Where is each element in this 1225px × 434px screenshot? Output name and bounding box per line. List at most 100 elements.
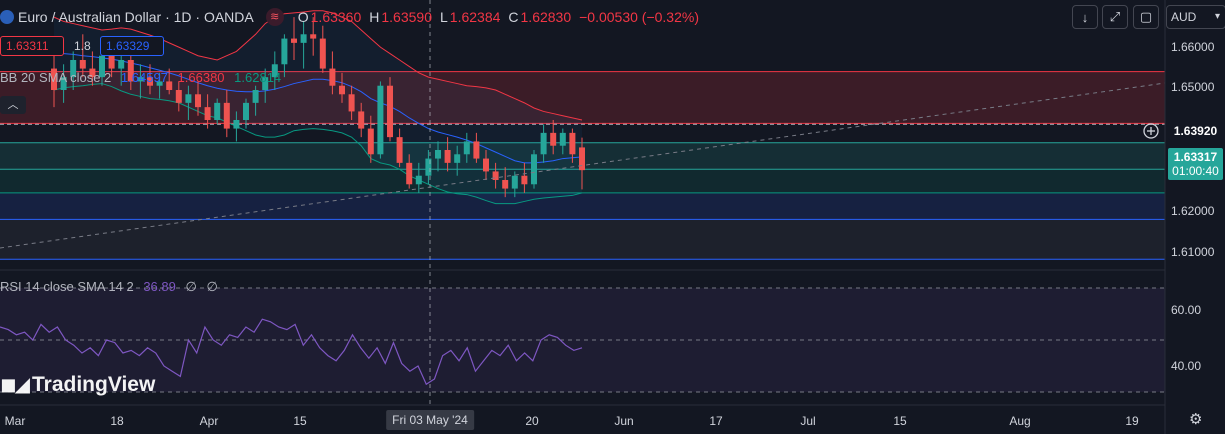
grey-zone	[0, 219, 1165, 260]
current-price-value: 1.63317	[1173, 150, 1218, 164]
change-value: −0.00530 (−0.32%)	[579, 9, 699, 25]
candle-body	[473, 141, 480, 159]
candle	[579, 137, 585, 190]
candle	[175, 81, 182, 112]
candle-body	[156, 81, 163, 86]
candle-body	[540, 132, 547, 155]
settings-gear-icon[interactable]: ⚙	[1189, 411, 1203, 428]
candle-body	[319, 38, 326, 69]
currency-label: AUD	[1171, 10, 1197, 24]
candle	[387, 77, 393, 142]
candle-body	[550, 132, 557, 146]
legend-header: Euro / Australian Dollar · 1D · OANDA ≋ …	[0, 6, 699, 28]
symbol-title[interactable]: Euro / Australian Dollar · 1D · OANDA	[18, 9, 254, 25]
rsi-label: RSI 14 close SMA 14 2	[0, 279, 134, 294]
bb-lower-value: 1.62814	[234, 70, 282, 85]
candle-body	[521, 175, 528, 185]
blue-zone	[0, 192, 1165, 220]
low-value: 1.62384	[449, 9, 501, 25]
candle	[147, 64, 153, 95]
rsi-extra-2: ∅	[206, 279, 218, 294]
candle	[118, 51, 125, 86]
candle	[127, 51, 134, 90]
chevron-down-icon: ▾	[1214, 11, 1220, 22]
close-value: 1.62830	[520, 9, 572, 25]
candle	[137, 64, 144, 99]
sell-button[interactable]: 1.63311	[0, 36, 64, 56]
rsi-legend[interactable]: RSI 14 close SMA 14 2 36.89 ∅ ∅	[0, 279, 218, 295]
candle	[79, 34, 86, 78]
candle	[156, 72, 163, 99]
candle	[367, 115, 374, 163]
time-tick: 15	[293, 414, 307, 428]
candle	[329, 51, 336, 95]
candle-body	[531, 154, 537, 185]
close-label: C	[508, 9, 519, 25]
bb-legend[interactable]: BB 20 SMA close 2 1.64597 1.66380 1.6281…	[0, 70, 281, 85]
candle-body	[99, 55, 105, 78]
candle-body	[454, 154, 461, 163]
candle-body	[569, 132, 576, 155]
bb-upper-line	[53, 10, 583, 121]
time-tick: 20	[525, 414, 539, 428]
current-price-label[interactable]: 1.63317 01:00:40	[1168, 148, 1223, 180]
price-tick: 1.62000	[1171, 204, 1215, 218]
candle-body	[511, 175, 518, 189]
candle-body	[252, 90, 259, 103]
high-label: H	[369, 9, 380, 25]
candle	[60, 64, 67, 103]
window-icon[interactable]: ▢	[1133, 5, 1159, 29]
candle	[185, 85, 192, 120]
candle	[233, 111, 240, 142]
rsi-pane	[0, 287, 1165, 393]
candle-body	[492, 171, 499, 180]
candle	[291, 17, 297, 60]
candle	[531, 150, 537, 189]
candle	[396, 128, 403, 168]
candle-body	[166, 81, 173, 90]
marked-price-label[interactable]: 1.63920	[1168, 122, 1223, 140]
bb-lower-line	[53, 83, 583, 205]
candle	[214, 98, 221, 125]
candle	[406, 154, 413, 189]
tv-logo-text: TradingView	[31, 372, 156, 396]
low-label: L	[439, 9, 448, 25]
candle-body	[367, 128, 374, 155]
candle	[569, 128, 576, 163]
collapse-legend-button[interactable]: ︿	[0, 96, 26, 114]
candle	[377, 81, 384, 159]
candle-body	[233, 120, 240, 129]
buy-button[interactable]: 1.63329	[100, 36, 164, 56]
candle	[550, 120, 557, 155]
candle	[262, 68, 269, 103]
candle	[243, 98, 249, 129]
candle	[348, 85, 355, 120]
open-value: 1.63360	[310, 9, 362, 25]
candle-body	[348, 94, 355, 112]
expand-icon[interactable]: ⤢	[1102, 5, 1128, 29]
currency-select[interactable]: AUD ▾	[1166, 5, 1225, 29]
candle	[319, 25, 326, 73]
candle	[300, 21, 307, 69]
rsi-value: 36.89	[143, 279, 176, 294]
price-tick: 1.66000	[1171, 40, 1215, 54]
candle	[70, 51, 77, 90]
candle	[444, 137, 451, 172]
time-tick: Jul	[800, 414, 816, 428]
candle-body	[406, 162, 413, 185]
rsi-extra-1: ∅	[185, 279, 197, 294]
arrow-down-icon[interactable]: ↓	[1072, 5, 1098, 29]
candle	[511, 171, 518, 198]
candle-body	[89, 68, 96, 78]
market-status-icon[interactable]: ≋	[265, 8, 284, 26]
candle-body	[185, 94, 192, 103]
candle	[252, 85, 259, 116]
candle	[281, 34, 288, 78]
candle	[435, 141, 441, 172]
candle-body	[223, 102, 230, 129]
candle	[473, 132, 480, 163]
plus-circle-icon[interactable]	[1143, 123, 1159, 139]
rsi-tick: 40.00	[1171, 359, 1202, 373]
tradingview-logo[interactable]: ◼◢ TradingView	[0, 372, 155, 397]
